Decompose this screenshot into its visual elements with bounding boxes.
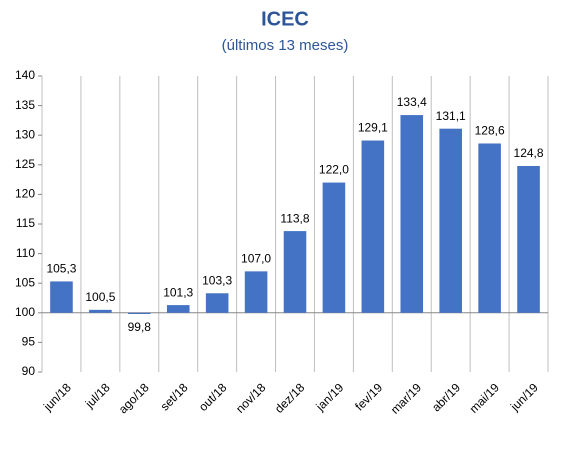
value-label: 133,4 xyxy=(397,95,427,109)
x-tick-label: fev/19 xyxy=(352,380,385,413)
value-label: 131,1 xyxy=(436,109,466,123)
x-tick-label: ago/18 xyxy=(116,380,152,416)
y-tick-label: 130 xyxy=(15,127,35,141)
x-tick-label: jun/19 xyxy=(507,380,541,414)
bar xyxy=(361,140,385,313)
y-tick-label: 105 xyxy=(15,275,35,289)
x-tick-label: mai/19 xyxy=(467,380,503,416)
x-tick-label: out/18 xyxy=(196,380,230,414)
value-label: 128,6 xyxy=(475,124,505,138)
bar xyxy=(283,231,307,313)
y-tick-label: 135 xyxy=(15,98,35,112)
chart-subtitle: (últimos 13 meses) xyxy=(222,37,349,54)
x-tick-label: dez/18 xyxy=(272,380,308,416)
bar xyxy=(89,309,112,313)
y-tick-label: 100 xyxy=(15,305,35,319)
y-tick-label: 90 xyxy=(22,364,36,378)
value-label: 129,1 xyxy=(358,121,388,135)
value-label: 124,8 xyxy=(514,146,544,160)
x-tick-label: nov/18 xyxy=(233,380,269,416)
y-tick-label: 120 xyxy=(15,187,35,201)
y-tick-label: 110 xyxy=(16,246,35,260)
x-tick-label: abr/19 xyxy=(429,380,463,414)
bar xyxy=(322,182,346,313)
chart-title: ICEC xyxy=(261,8,309,30)
bar xyxy=(478,143,501,313)
x-tick-label: set/18 xyxy=(158,380,191,413)
x-tick-label: jan/19 xyxy=(313,380,347,414)
bar xyxy=(244,271,268,313)
bar xyxy=(166,305,190,313)
value-label: 105,3 xyxy=(46,262,76,276)
bar xyxy=(439,128,462,313)
y-tick-label: 140 xyxy=(15,68,35,82)
bar xyxy=(517,165,540,313)
value-label: 113,8 xyxy=(280,211,309,225)
y-tick-label: 115 xyxy=(16,216,35,230)
value-label: 107,0 xyxy=(241,252,271,266)
value-label: 100,5 xyxy=(85,290,115,304)
x-tick-label: jun/18 xyxy=(40,380,74,414)
value-label: 103,3 xyxy=(202,273,232,287)
bar xyxy=(50,281,73,313)
bar xyxy=(400,115,424,313)
value-label: 101,3 xyxy=(163,285,193,299)
x-tick-label: jul/18 xyxy=(82,380,113,411)
bar xyxy=(205,293,229,313)
value-label: 122,0 xyxy=(319,163,349,177)
bar xyxy=(128,312,151,314)
y-tick-label: 95 xyxy=(22,335,36,349)
y-tick-label: 125 xyxy=(15,157,35,171)
value-label: 99,8 xyxy=(128,320,152,334)
x-tick-label: mar/19 xyxy=(388,380,425,417)
